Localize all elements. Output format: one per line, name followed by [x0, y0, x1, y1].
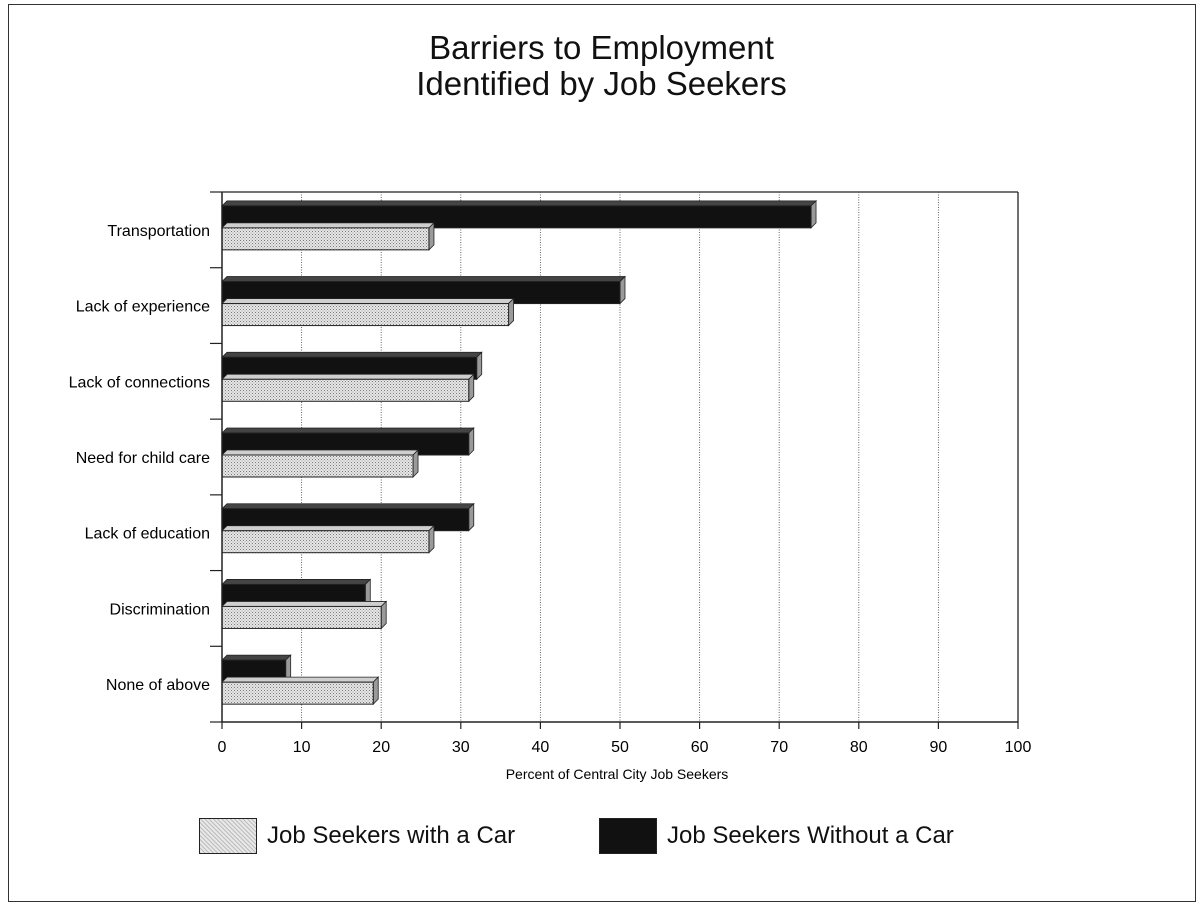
bar-with-car-side — [372, 676, 379, 706]
bar-with-car — [221, 378, 470, 402]
x-axis-title: Percent of Central City Job Seekers — [506, 766, 729, 782]
bar-without-car-top — [221, 654, 292, 661]
bar-without-car-side — [810, 199, 817, 229]
x-tick-label-50: 50 — [611, 739, 629, 756]
x-tick-label-100: 100 — [1005, 739, 1032, 756]
bar-with-car — [221, 303, 510, 327]
bar-with-car-side — [468, 373, 475, 403]
x-tick-label-10: 10 — [293, 739, 311, 756]
category-label: Lack of connections — [69, 374, 210, 391]
x-tick-label-90: 90 — [930, 739, 948, 756]
bar-with-car — [221, 227, 430, 251]
bar-with-car-top — [221, 525, 435, 532]
bar-with-car-side — [428, 221, 435, 251]
chart-title-line-2: Identified by Job Seekers — [416, 65, 787, 102]
legend-item-with-car: Job Seekers with a Car — [199, 818, 515, 854]
legend-swatch-with-car — [199, 818, 257, 854]
bar-with-car-side — [412, 449, 419, 478]
legend-label-with-car: Job Seekers with a Car — [267, 822, 516, 849]
axis-layer: 0 10 20 30 40 50 60 70 80 90 100 Transportation Lack… — [69, 191, 1032, 756]
bar-with-car-top — [221, 676, 380, 683]
x-tick-label-80: 80 — [850, 739, 868, 756]
x-tick-label-30: 30 — [452, 739, 470, 756]
bar-with-car-top — [221, 601, 388, 607]
x-tick-label-0: 0 — [218, 739, 227, 756]
bar-without-car-side — [476, 351, 483, 381]
legend-swatch-without-car — [599, 818, 657, 854]
bar-with-car — [221, 530, 430, 554]
bar-with-car — [221, 454, 414, 478]
legend-item-without-car: Job Seekers Without a Car — [599, 818, 954, 854]
category-label: Lack of education — [85, 526, 210, 543]
category-label: Transportation — [107, 223, 210, 240]
x-tick-label-20: 20 — [372, 739, 390, 756]
bar-with-car-side — [508, 297, 514, 327]
chart-frame — [8, 4, 1196, 902]
bar-with-car-top — [221, 298, 515, 304]
bar-without-car-side — [619, 275, 626, 305]
bar-with-car-top — [221, 449, 420, 456]
bar-without-car-top — [221, 579, 372, 585]
bar-without-car-side — [468, 502, 475, 532]
bar-with-car-side — [428, 524, 435, 554]
category-label: Discrimination — [110, 601, 210, 618]
chart-title-line-1: Barriers to Employment — [429, 29, 774, 66]
bar-without-car-top — [221, 276, 626, 282]
legend: Job Seekers with a Car Job Seekers Witho… — [0, 818, 1203, 866]
legend-label-without-car: Job Seekers Without a Car — [667, 822, 954, 849]
bar-with-car — [221, 605, 382, 629]
bar-with-car-top — [221, 222, 435, 229]
bar-without-car-top — [221, 503, 475, 510]
category-label: None of above — [106, 677, 210, 694]
bar-without-car-side — [468, 427, 475, 456]
category-label: Need for child care — [76, 450, 210, 467]
bar-with-car-side — [380, 600, 387, 630]
category-label: Lack of experience — [76, 299, 210, 316]
bar-with-car — [221, 681, 374, 705]
x-tick-label-70: 70 — [770, 739, 788, 756]
bar-without-car-top — [221, 200, 818, 207]
bar-without-car-top — [221, 427, 475, 434]
chart-title: Barriers to Employment Identified by Job… — [0, 30, 1203, 102]
bar-without-car-top — [221, 351, 483, 358]
bars-layer — [221, 199, 818, 706]
x-tick-label-60: 60 — [691, 739, 709, 756]
x-tick-label-40: 40 — [532, 739, 550, 756]
bar-with-car-top — [221, 373, 475, 380]
